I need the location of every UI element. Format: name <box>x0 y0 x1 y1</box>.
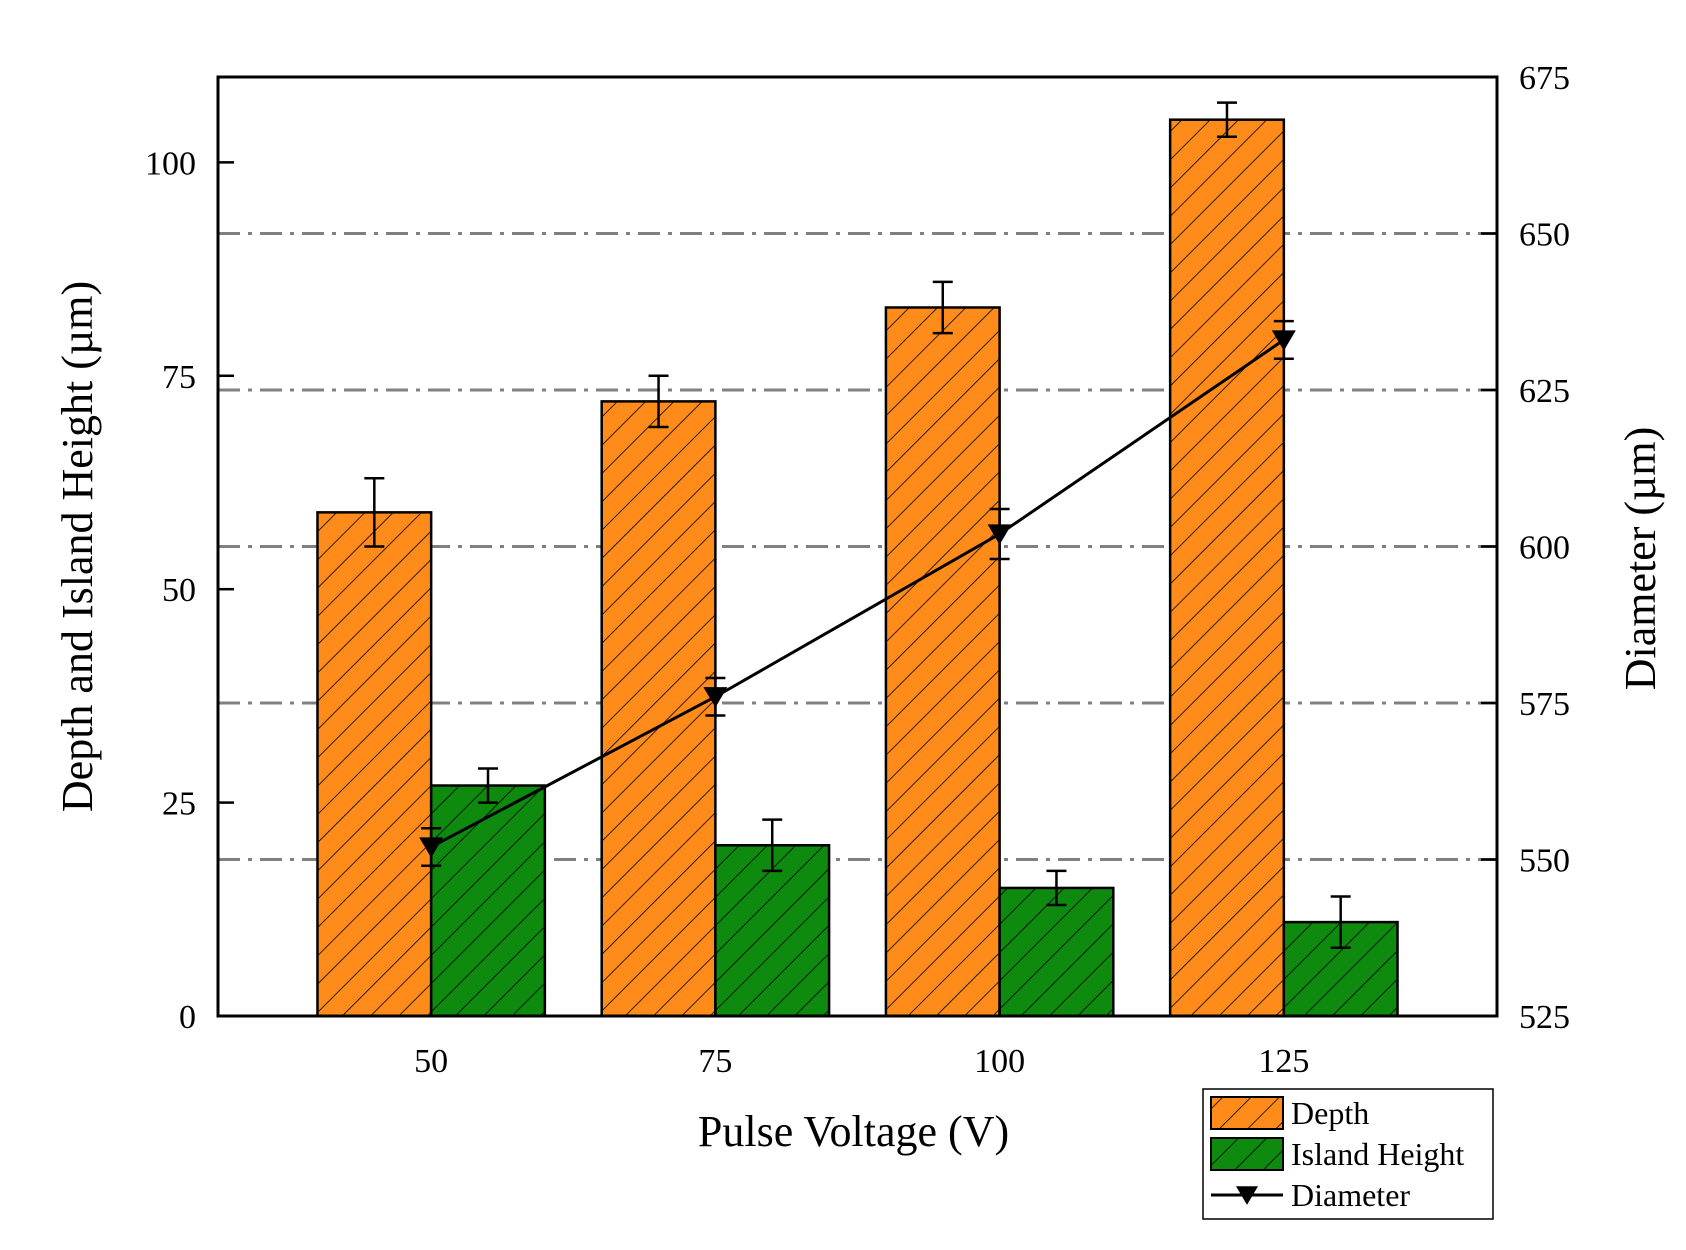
marker-diameter-75 <box>703 687 728 708</box>
diameter-series-line <box>430 338 1285 849</box>
legend-swatch-island-height <box>1210 1137 1284 1171</box>
legend: Depth Island Height Diameter <box>1202 1088 1494 1220</box>
y-tick-label-25: 25 <box>162 786 196 823</box>
y-tick-label-50: 50 <box>162 572 196 609</box>
x-tick-label-125: 125 <box>1258 1043 1309 1080</box>
y2-tick-label-675: 675 <box>1519 60 1570 97</box>
bars <box>316 101 1399 1018</box>
y-tick-label-0: 0 <box>179 999 196 1036</box>
legend-marker-diameter <box>1236 1186 1258 1205</box>
bar-depth-75 <box>600 400 717 1018</box>
y2-tick-label-575: 575 <box>1519 686 1570 723</box>
x-axis-title: Pulse Voltage (V) <box>698 1107 1009 1156</box>
diameter-line <box>419 319 1296 868</box>
x-tick-label-75: 75 <box>698 1043 732 1080</box>
y-tick-label-75: 75 <box>162 359 196 396</box>
legend-label-island-height: Island Height <box>1291 1136 1464 1172</box>
y2-tick-label-600: 600 <box>1519 530 1570 567</box>
y2-tick-label-525: 525 <box>1519 999 1570 1036</box>
y-tick-label-100: 100 <box>145 145 196 182</box>
y2-axis-title: Diameter (µm) <box>1616 427 1665 691</box>
bar-island-height-50 <box>429 784 547 1018</box>
axes: 0 25 50 75 100 525 550 575 600 625 650 675 50 75 100 12… <box>145 60 1570 1080</box>
bar-depth-125 <box>1168 118 1286 1018</box>
x-tick-label-100: 100 <box>974 1043 1025 1080</box>
bar-depth-100 <box>884 306 1001 1018</box>
legend-swatch-depth <box>1210 1096 1284 1130</box>
y2-tick-label-625: 625 <box>1519 373 1570 410</box>
bar-island-height-100 <box>998 886 1115 1018</box>
legend-label-depth: Depth <box>1291 1095 1369 1131</box>
marker-diameter-125 <box>1271 330 1296 351</box>
x-tick-label-50: 50 <box>414 1043 448 1080</box>
bar-island-height-75 <box>714 844 831 1018</box>
y2-tick-label-550: 550 <box>1519 843 1570 880</box>
bar-depth-50 <box>316 511 433 1018</box>
marker-diameter-50 <box>419 837 444 858</box>
y2-tick-label-650: 650 <box>1519 217 1570 254</box>
y-axis-title: Depth and Island Height (µm) <box>53 281 102 812</box>
marker-diameter-100 <box>987 524 1012 545</box>
legend-label-diameter: Diameter <box>1291 1177 1410 1213</box>
